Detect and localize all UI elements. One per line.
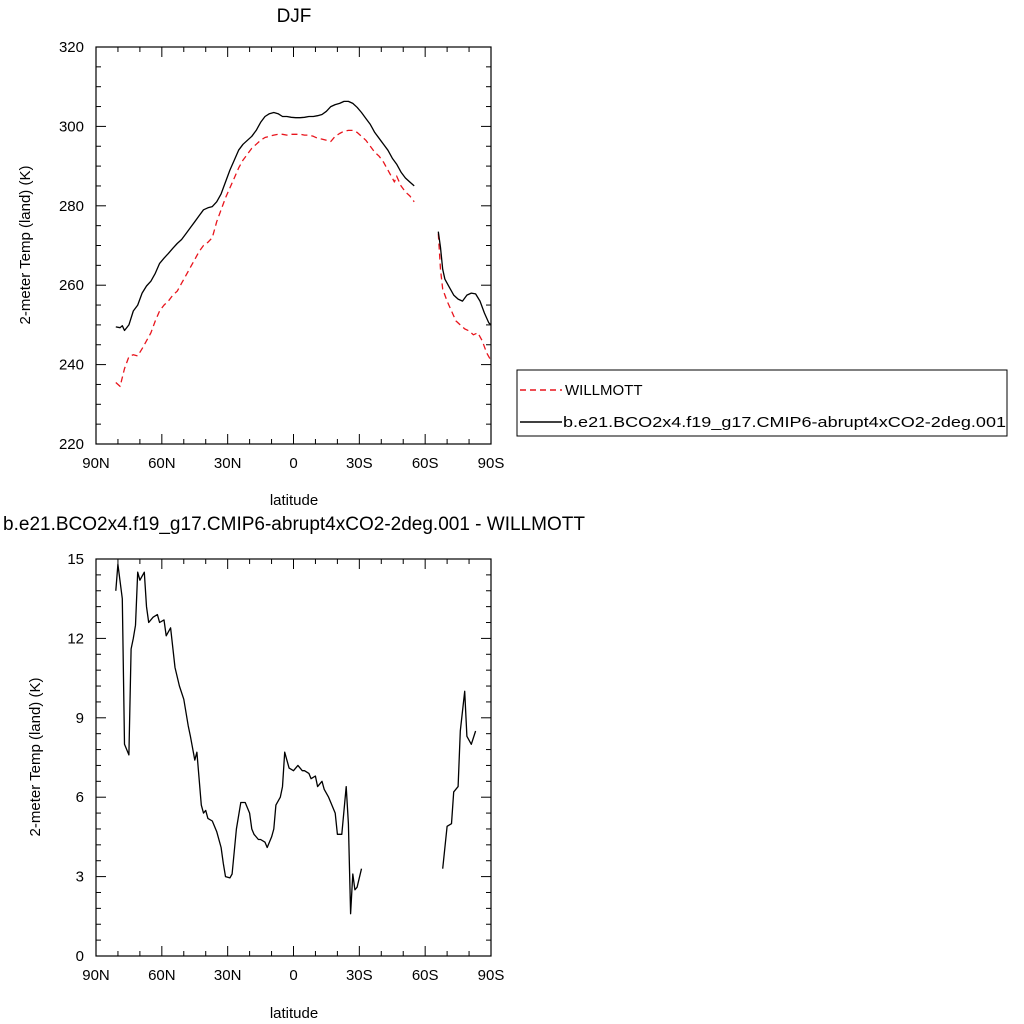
series-model-line	[115, 100, 415, 332]
x-tick-label: 60N	[148, 455, 176, 472]
x-tick-label: 90S	[478, 455, 505, 472]
plot-frame	[95, 46, 492, 445]
y-tick-label: 3	[76, 869, 84, 886]
x-tick-label: 30N	[214, 455, 242, 472]
x-tick-label: 0	[289, 455, 297, 472]
series-model-line	[115, 563, 363, 915]
legend-label-willmott: WILLMOTT	[565, 382, 643, 399]
legend: WILLMOTT b.e21.BCO2x4.f19_g17.CMIP6-abru…	[516, 369, 1008, 437]
y-axis-label: 2-meter Temp (land) (K)	[17, 166, 34, 325]
series-lines	[115, 100, 492, 388]
y-tick-label: 280	[59, 198, 84, 215]
x-tick-label: 90N	[82, 455, 110, 472]
x-tick-label: 60S	[412, 455, 439, 472]
chart-top: DJF 90N 60N 30N 0 30S 60S 90S 220 240 260 280 300 32…	[17, 6, 1008, 509]
chart-bottom: b.e21.BCO2x4.f19_g17.CMIP6-abrupt4xCO2-2…	[3, 514, 585, 1022]
x-axis-label: latitude	[270, 1005, 318, 1022]
y-axis-label: 2-meter Temp (land) (K)	[27, 678, 44, 837]
y-tick-label: 260	[59, 277, 84, 294]
y-tick-label: 15	[67, 551, 84, 568]
y-tick-label: 300	[59, 118, 84, 135]
series-willmott-line	[437, 233, 492, 361]
y-tick-label: 9	[76, 710, 84, 727]
y-tick-label: 0	[76, 948, 84, 965]
y-tick-label: 6	[76, 789, 84, 806]
x-axis-label: latitude	[270, 492, 318, 509]
x-tick-label: 30N	[214, 967, 242, 984]
series-model-line	[437, 231, 492, 326]
x-tick-label: 90N	[82, 967, 110, 984]
chart-title: b.e21.BCO2x4.f19_g17.CMIP6-abrupt4xCO2-2…	[3, 514, 585, 535]
plot-frame	[95, 558, 492, 957]
legend-box	[516, 369, 1008, 437]
y-tick-label: 240	[59, 357, 84, 374]
x-tick-label: 30S	[346, 967, 373, 984]
y-tick-label: 220	[59, 436, 84, 453]
chart-title: DJF	[277, 6, 312, 27]
series-lines	[115, 563, 477, 915]
x-tick-label: 30S	[346, 455, 373, 472]
series-model-line	[442, 690, 477, 869]
x-tick-label: 60S	[412, 967, 439, 984]
legend-label-model: b.e21.BCO2x4.f19_g17.CMIP6-abrupt4xCO2-2…	[563, 414, 1006, 431]
x-tick-label: 60N	[148, 967, 176, 984]
series-willmott-line	[115, 129, 415, 388]
y-tick-label: 12	[67, 630, 84, 647]
y-tick-label: 320	[59, 39, 84, 56]
x-tick-label: 0	[289, 967, 297, 984]
x-tick-label: 90S	[478, 967, 505, 984]
